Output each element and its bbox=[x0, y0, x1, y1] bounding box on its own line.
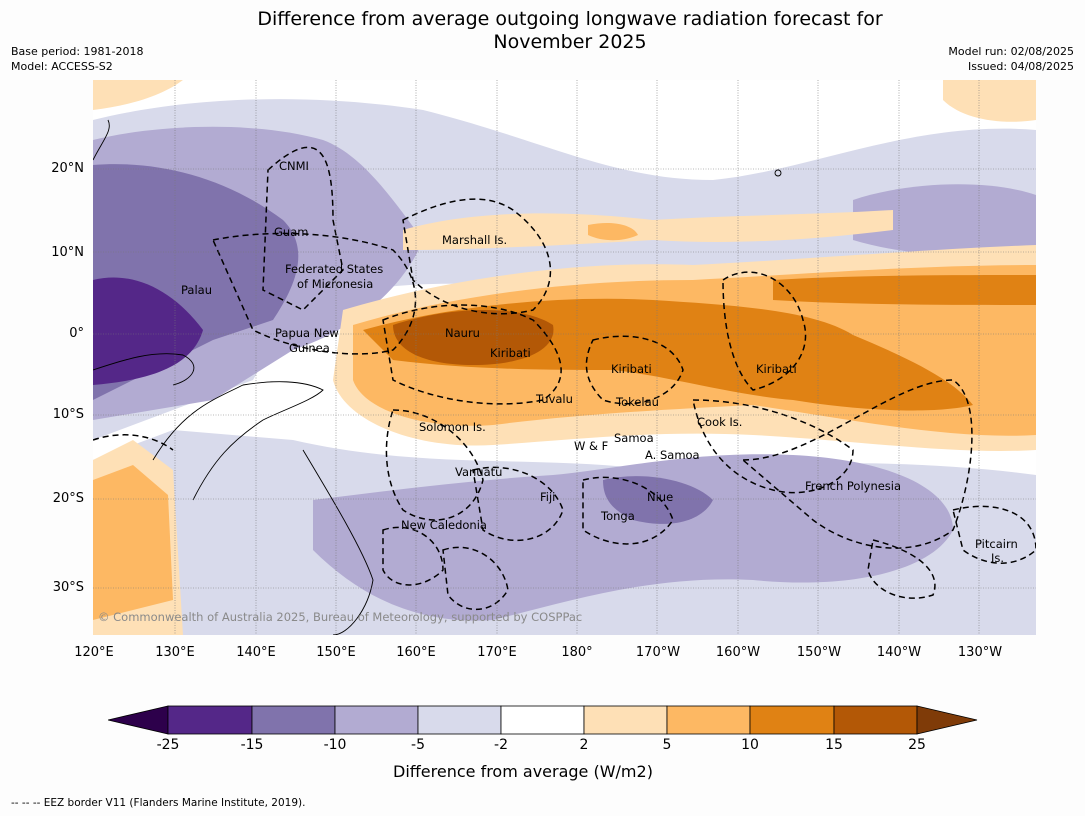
colorbar-bin bbox=[334, 705, 419, 735]
place-label: Is. bbox=[991, 551, 1005, 565]
place-label: Palau bbox=[181, 283, 212, 297]
meta-right: Model run: 02/08/2025 Issued: 04/08/2025 bbox=[948, 44, 1074, 74]
place-label: Pitcairn bbox=[975, 537, 1018, 551]
place-label: Samoa bbox=[614, 431, 654, 445]
meta-left: Base period: 1981-2018 Model: ACCESS-S2 bbox=[11, 44, 143, 74]
title-line-1: Difference from average outgoing longwav… bbox=[257, 8, 883, 30]
lon-tick: 170°E bbox=[477, 645, 517, 660]
place-label: Kiribati bbox=[756, 362, 797, 376]
place-label: Kiribati bbox=[611, 362, 652, 376]
place-label: CNMI bbox=[279, 159, 309, 173]
place-label: A. Samoa bbox=[645, 448, 700, 462]
colorbar-high-extend bbox=[916, 705, 978, 735]
colorbar-tick: 25 bbox=[908, 737, 926, 753]
place-label: Vanuatu bbox=[455, 465, 503, 479]
model-name: Model: ACCESS-S2 bbox=[11, 60, 113, 73]
colorbar-tick: -2 bbox=[494, 737, 508, 753]
lat-tick: 30°S bbox=[52, 580, 84, 595]
lat-tick: 0° bbox=[69, 326, 84, 341]
place-label: New Caledonia bbox=[401, 518, 487, 532]
place-label: Guinea bbox=[289, 341, 330, 355]
issued-date: Issued: 04/08/2025 bbox=[967, 60, 1074, 73]
colorbar-bin bbox=[167, 705, 253, 735]
place-label: Papua New bbox=[275, 326, 339, 340]
gridlines bbox=[93, 80, 1036, 635]
lon-tick: 130°E bbox=[155, 645, 195, 660]
copyright-notice: © Commonwealth of Australia 2025, Bureau… bbox=[98, 610, 583, 624]
place-label: Tonga bbox=[601, 509, 635, 523]
base-period: Base period: 1981-2018 bbox=[11, 45, 144, 58]
place-label: Tokelau bbox=[616, 395, 659, 409]
lon-tick: 130°W bbox=[957, 645, 1003, 660]
place-label: Kiribati bbox=[490, 346, 531, 360]
colorbar-tick: -25 bbox=[156, 737, 180, 753]
lon-tick: 150°E bbox=[316, 645, 356, 660]
lon-tick: 180° bbox=[561, 645, 593, 660]
colorbar-tick: 2 bbox=[579, 737, 589, 753]
place-label: French Polynesia bbox=[805, 479, 902, 493]
lon-tick: 120°E bbox=[74, 645, 114, 660]
lat-tick: 10°N bbox=[51, 245, 84, 260]
place-label: Nauru bbox=[445, 326, 480, 340]
colorbar-tick: -5 bbox=[411, 737, 425, 753]
colorbar-bin bbox=[666, 705, 751, 735]
shade-brown bbox=[393, 310, 554, 365]
lon-tick: 150°W bbox=[796, 645, 842, 660]
coastlines bbox=[93, 119, 782, 635]
place-label: of Micronesia bbox=[297, 277, 374, 291]
model-run: Model run: 02/08/2025 bbox=[948, 45, 1074, 58]
lon-tick: 160°W bbox=[715, 645, 761, 660]
colorbar-bin bbox=[251, 705, 336, 735]
place-label: Solomon Is. bbox=[419, 420, 486, 434]
eez-footnote: -- -- -- EEZ border V11 (Flanders Marine… bbox=[11, 797, 306, 809]
colorbar-bin bbox=[417, 705, 502, 735]
lat-tick: 20°S bbox=[52, 491, 84, 506]
place-label: Guam bbox=[274, 225, 309, 239]
colorbar-tick: 5 bbox=[662, 737, 672, 753]
colorbar-bin bbox=[749, 705, 835, 735]
map-title: Difference from average outgoing longwav… bbox=[0, 8, 1085, 54]
colorbar-bin bbox=[833, 705, 918, 735]
place-label: Fiji bbox=[540, 490, 556, 504]
lon-tick: 170°W bbox=[635, 645, 681, 660]
title-line-2: November 2025 bbox=[493, 31, 647, 53]
eez-borders bbox=[93, 146, 1036, 611]
colorbar-low-extend bbox=[108, 705, 169, 735]
map-svg bbox=[93, 80, 1036, 635]
colorbar-title: Difference from average (W/m2) bbox=[393, 762, 653, 781]
colorbar bbox=[108, 705, 978, 735]
colorbar-tick: -10 bbox=[323, 737, 347, 753]
colorbar-bin bbox=[500, 705, 585, 735]
olr-anomaly-map bbox=[93, 80, 1036, 635]
lon-tick: 160°E bbox=[396, 645, 436, 660]
shade-deep-purple bbox=[93, 277, 203, 385]
colorbar-tick: 10 bbox=[741, 737, 759, 753]
lat-tick: 20°N bbox=[51, 161, 84, 176]
lon-tick: 140°W bbox=[876, 645, 922, 660]
lat-tick: 10°S bbox=[52, 407, 84, 422]
colorbar-bin bbox=[583, 705, 668, 735]
place-label: Tuvalu bbox=[536, 392, 573, 406]
place-label: Federated States bbox=[285, 262, 384, 276]
place-label: Niue bbox=[647, 490, 674, 504]
place-label: W & F bbox=[574, 439, 609, 453]
place-label: Marshall Is. bbox=[442, 233, 508, 247]
lon-tick: 140°E bbox=[236, 645, 276, 660]
colorbar-tick: -15 bbox=[240, 737, 264, 753]
colorbar-tick: 15 bbox=[825, 737, 843, 753]
place-label: Cook Is. bbox=[697, 415, 743, 429]
